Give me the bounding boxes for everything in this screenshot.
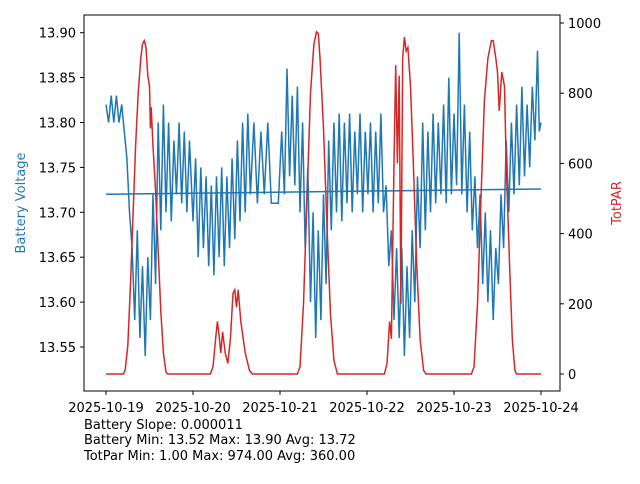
x-tick-label: 2025-10-21 <box>242 401 318 416</box>
y-right-tick-label: 800 <box>568 87 593 102</box>
y-left-tick-label: 13.80 <box>39 117 76 132</box>
plot-frame <box>83 14 561 392</box>
y-left-tick-label: 13.70 <box>39 206 76 221</box>
y-axis-right-label: TotPAR <box>610 181 625 226</box>
y-right-tick-label: 1000 <box>568 17 601 32</box>
y-left-tick-label: 13.60 <box>39 296 76 311</box>
x-tick-label: 2025-10-19 <box>68 401 144 416</box>
y-right-tick-label: 600 <box>568 157 593 172</box>
y-left-tick-label: 13.90 <box>39 27 76 42</box>
par-stats-text: TotPar Min: 1.00 Max: 974.00 Avg: 360.00 <box>84 449 356 464</box>
x-tick-label: 2025-10-23 <box>416 401 492 416</box>
y-left-tick-label: 13.55 <box>39 341 76 356</box>
y-left-tick-label: 13.85 <box>39 72 76 87</box>
y-left-tick-label: 13.65 <box>39 251 76 266</box>
battery-slope-text: Battery Slope: 0.000011 <box>84 418 243 433</box>
series-line-battery-trend <box>105 188 542 196</box>
series-line-totpar <box>106 30 541 375</box>
series-line-battery-voltage <box>105 32 542 357</box>
x-tick-label: 2025-10-22 <box>329 401 405 416</box>
y-right-tick-label: 400 <box>568 228 593 243</box>
x-tick-label: 2025-10-24 <box>503 401 579 416</box>
y-axis-left-label: Battery Voltage <box>14 152 29 253</box>
y-right-tick-label: 200 <box>568 298 593 313</box>
y-right-tick-label: 0 <box>568 368 576 383</box>
battery-stats-text: Battery Min: 13.52 Max: 13.90 Avg: 13.72 <box>84 433 356 448</box>
x-tick-label: 2025-10-20 <box>155 401 231 416</box>
y-left-tick-label: 13.75 <box>39 161 76 176</box>
